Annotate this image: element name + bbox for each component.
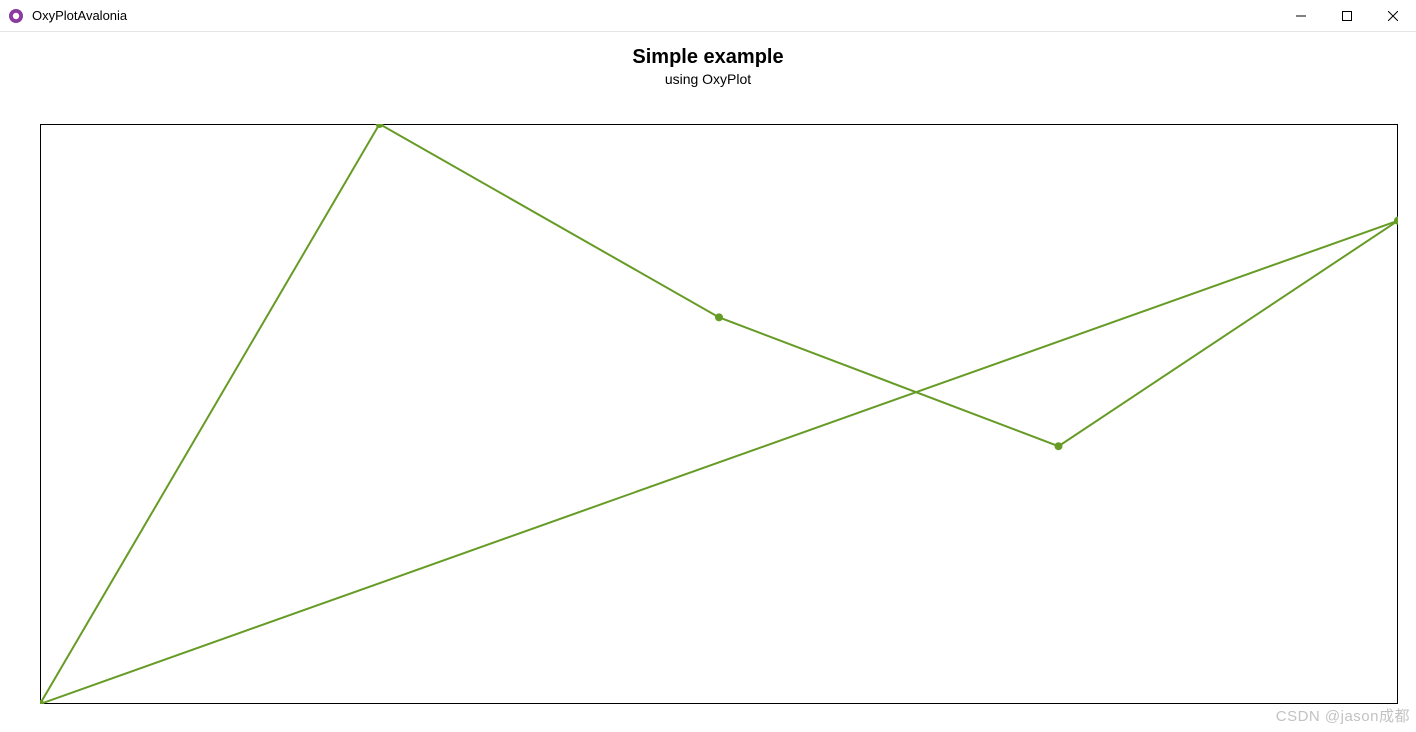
window-controls (1278, 0, 1416, 31)
maximize-button[interactable] (1324, 0, 1370, 32)
plot-container[interactable]: 0510150510152025303540 (40, 124, 1398, 704)
window-title: OxyPlotAvalonia (32, 8, 127, 23)
close-button[interactable] (1370, 0, 1416, 32)
chart-area: Simple example using OxyPlot 05101505101… (0, 46, 1416, 732)
plot-svg[interactable]: 0510150510152025303540 (40, 124, 1398, 704)
watermark: CSDN @jason成都 (1276, 705, 1410, 726)
titlebar-left: OxyPlotAvalonia (8, 8, 127, 24)
chart-subtitle: using OxyPlot (0, 71, 1416, 87)
data-point (715, 313, 723, 321)
chart-title: Simple example (0, 46, 1416, 69)
minimize-button[interactable] (1278, 0, 1324, 32)
window-titlebar: OxyPlotAvalonia (0, 0, 1416, 32)
app-icon (8, 8, 24, 24)
data-point (1055, 442, 1063, 450)
